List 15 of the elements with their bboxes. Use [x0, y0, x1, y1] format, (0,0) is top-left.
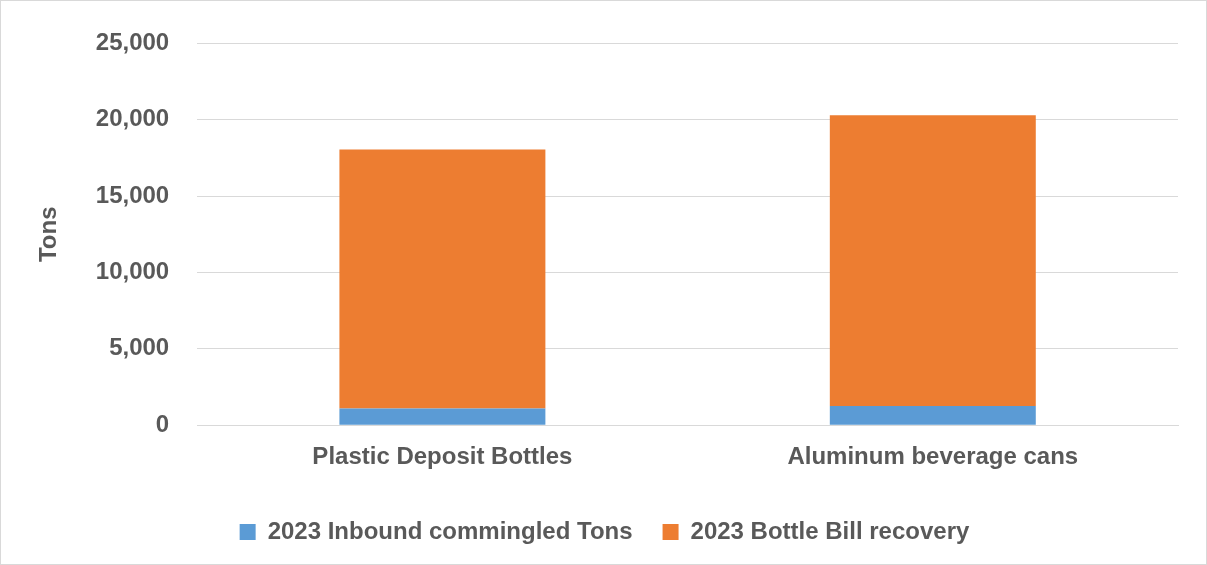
y-tick-label: 0 — [155, 409, 170, 437]
y-tick-label: 10,000 — [95, 257, 170, 285]
bar — [829, 406, 1036, 425]
legend-label: 2023 Bottle Bill recovery — [690, 516, 971, 544]
bar — [829, 115, 1036, 407]
bar — [339, 408, 546, 425]
y-tick-label: 5,000 — [109, 333, 170, 361]
y-tick-label: 25,000 — [95, 28, 170, 56]
x-tick-label: Aluminum beverage cans — [787, 442, 1079, 470]
bar — [339, 149, 546, 409]
y-axis-title: Tons — [34, 206, 62, 263]
y-tick-label: 15,000 — [95, 180, 170, 208]
x-tick-label: Plastic Deposit Bottles — [312, 442, 573, 470]
legend-label: 2023 Inbound commingled Tons — [267, 516, 633, 544]
y-tick-label: 20,000 — [95, 104, 170, 132]
